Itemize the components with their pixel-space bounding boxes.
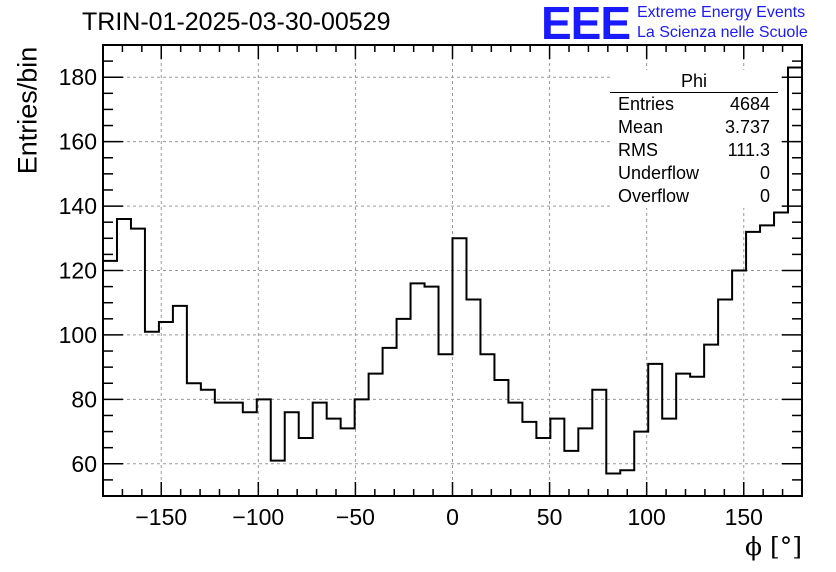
logo-line-1: Extreme Energy Events — [637, 4, 806, 21]
stats-box: Phi Entries 4684 Mean 3.737 RMS 111.3 Un… — [610, 70, 778, 208]
stats-value: 0 — [759, 186, 770, 206]
y-axis-label: Entries/bin — [12, 46, 43, 175]
y-tick-label: 160 — [59, 129, 97, 155]
stats-value: 3.737 — [724, 117, 770, 137]
stats-key: Mean — [618, 117, 664, 137]
y-tick-label: 100 — [59, 322, 97, 348]
x-tick-label: 50 — [537, 504, 563, 530]
y-tick-label: 180 — [59, 64, 97, 90]
x-tick-label: −100 — [232, 504, 284, 530]
y-tick-label: 140 — [59, 193, 97, 219]
x-tick-label: −150 — [135, 504, 187, 530]
x-tick-label: 100 — [627, 504, 665, 530]
y-tick-label: 120 — [59, 258, 97, 284]
stats-title: Phi — [610, 70, 778, 93]
stats-value: 4684 — [729, 94, 770, 114]
axis-tick-labels: −150 −100 −50 0 50 100 150 60 80 100 120 140 160 180 — [59, 64, 763, 530]
stats-key: Entries — [618, 94, 675, 114]
chart-title: TRIN-01-2025-03-30-00529 — [82, 8, 391, 36]
stats-value: 111.3 — [727, 140, 770, 160]
x-tick-label: −50 — [336, 504, 375, 530]
x-tick-label: 0 — [446, 504, 459, 530]
stats-row-entries: Entries 4684 — [610, 93, 778, 116]
x-tick-label: 150 — [725, 504, 763, 530]
stats-value: 0 — [759, 163, 770, 183]
stats-key: Overflow — [618, 186, 690, 206]
eee-logo: EEE — [541, 0, 631, 49]
y-tick-label: 80 — [71, 386, 97, 412]
stats-row-rms: RMS 111.3 — [610, 139, 778, 162]
histogram-series-line — [103, 66, 802, 475]
logo-line-2: La Scienza nelle Scuole — [637, 24, 808, 41]
x-axis-label: ϕ [°] — [745, 532, 802, 561]
stats-row-overflow: Overflow 0 — [610, 185, 778, 208]
stats-row-mean: Mean 3.737 — [610, 116, 778, 139]
axis-ticks — [102, 44, 803, 497]
stats-key: RMS — [618, 140, 658, 160]
stats-key: Underflow — [618, 163, 700, 183]
y-tick-label: 60 — [71, 451, 97, 477]
stats-row-underflow: Underflow 0 — [610, 162, 778, 185]
